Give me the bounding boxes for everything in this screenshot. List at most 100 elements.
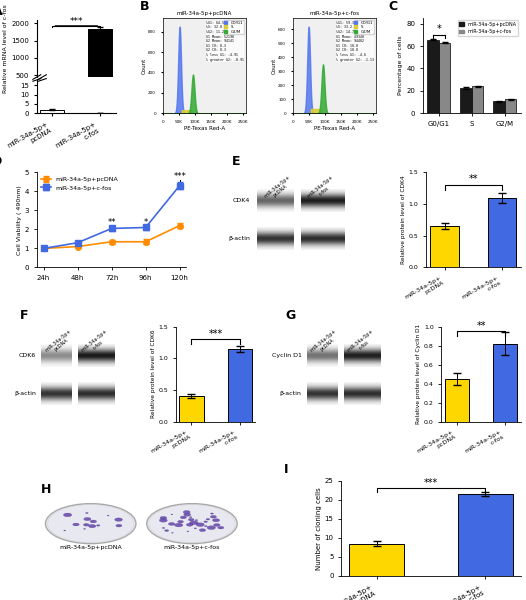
Text: H: H	[41, 482, 52, 496]
Text: Cyclin D1: Cyclin D1	[271, 353, 301, 358]
Circle shape	[194, 528, 197, 529]
Text: ***: ***	[424, 478, 438, 488]
Circle shape	[206, 518, 210, 520]
Text: miR-34a-5p+
pcDNA: miR-34a-5p+ pcDNA	[44, 328, 76, 358]
Circle shape	[178, 520, 184, 523]
Text: β-actin: β-actin	[279, 391, 301, 395]
Text: I: I	[284, 463, 288, 476]
Legend: miR-34a-5p+pcDNA, miR-34a-5p+c-fos: miR-34a-5p+pcDNA, miR-34a-5p+c-fos	[40, 175, 119, 192]
Circle shape	[199, 529, 206, 532]
Circle shape	[160, 517, 167, 520]
Circle shape	[107, 515, 109, 516]
Circle shape	[188, 518, 194, 521]
Circle shape	[196, 523, 205, 527]
Circle shape	[165, 530, 169, 532]
Title: miR-34a-5p+pcDNA: miR-34a-5p+pcDNA	[177, 11, 232, 16]
Bar	[228, 349, 251, 422]
Text: **: **	[469, 175, 478, 184]
Circle shape	[204, 521, 207, 523]
Bar	[430, 226, 459, 268]
Y-axis label: Number of cloning cells: Number of cloning cells	[316, 487, 322, 570]
Text: D: D	[0, 155, 2, 167]
Circle shape	[183, 511, 190, 514]
Bar	[458, 494, 512, 576]
Circle shape	[214, 524, 220, 526]
Text: miR-34a-5p+pcDNA: miR-34a-5p+pcDNA	[59, 545, 122, 550]
Legend: G0/G1, S, G2/M: G0/G1, S, G2/M	[224, 20, 244, 34]
Bar	[460, 88, 472, 113]
Circle shape	[205, 526, 207, 527]
Circle shape	[90, 520, 97, 523]
Circle shape	[187, 531, 189, 532]
Circle shape	[45, 503, 136, 544]
Bar	[427, 40, 439, 113]
Circle shape	[171, 532, 173, 533]
Circle shape	[84, 524, 89, 526]
Circle shape	[88, 524, 96, 528]
X-axis label: PE-Texas Red-A: PE-Texas Red-A	[184, 125, 225, 131]
Text: **: **	[107, 218, 116, 227]
Y-axis label: Count: Count	[142, 58, 147, 74]
Text: CDK4: CDK4	[233, 199, 250, 203]
Bar	[41, 110, 64, 113]
Circle shape	[162, 527, 165, 529]
Circle shape	[189, 521, 198, 524]
Text: **: **	[477, 321, 486, 331]
Text: C: C	[389, 1, 398, 13]
Circle shape	[180, 516, 187, 519]
Text: %G1: 64.5
%S: 32.8
%G2: 11.2
G1 Mean: 52190
G2 Mean: 94141
G1 CV: 8.3
G2 CV: 8.3: %G1: 64.5 %S: 32.8 %G2: 11.2 G1 Mean: 52…	[206, 21, 244, 62]
Bar	[439, 43, 450, 113]
Circle shape	[171, 514, 173, 515]
Y-axis label: Cell Viability ( 490nm): Cell Viability ( 490nm)	[17, 185, 22, 255]
Y-axis label: Percentage of cells: Percentage of cells	[398, 36, 403, 95]
Circle shape	[184, 513, 191, 516]
Text: ***: ***	[208, 329, 222, 338]
Circle shape	[64, 530, 66, 531]
Circle shape	[210, 513, 214, 514]
Text: G: G	[286, 309, 296, 322]
Circle shape	[189, 517, 192, 518]
Text: CDK6: CDK6	[18, 353, 36, 358]
Text: E: E	[231, 155, 240, 167]
Circle shape	[96, 524, 100, 526]
Circle shape	[86, 512, 88, 514]
Circle shape	[64, 513, 72, 517]
Y-axis label: Relative mRNA level of c-fos: Relative mRNA level of c-fos	[3, 4, 8, 93]
Text: %G1: 59.3
%S: 33.2
%G2: 14.7
G1 Mean: 49340
G2 Mean: 94402
G1 CV: 10.0
G2 CV: 10: %G1: 59.3 %S: 33.2 %G2: 14.7 G1 Mean: 49…	[336, 21, 374, 62]
Text: miR-34a-5p+
c-fos: miR-34a-5p+ c-fos	[346, 328, 378, 358]
Circle shape	[218, 526, 224, 529]
Circle shape	[147, 503, 237, 544]
Text: F: F	[21, 309, 29, 322]
Circle shape	[175, 523, 183, 527]
X-axis label: PE-Texas Red-A: PE-Texas Red-A	[314, 125, 355, 131]
Y-axis label: Relative protein level of Cyclin D1: Relative protein level of Cyclin D1	[416, 324, 421, 424]
Text: β-actin: β-actin	[228, 236, 250, 241]
Circle shape	[210, 515, 217, 518]
Circle shape	[115, 518, 123, 521]
Circle shape	[73, 523, 79, 526]
Text: miR-34a-5p+
c-fos: miR-34a-5p+ c-fos	[80, 328, 113, 358]
Bar	[488, 197, 517, 268]
Bar	[88, 29, 112, 92]
Text: A: A	[0, 5, 3, 19]
Bar	[505, 99, 517, 113]
Bar	[445, 379, 469, 422]
Bar	[349, 544, 404, 576]
Legend: G0/G1, S, G2/M: G0/G1, S, G2/M	[353, 20, 374, 34]
Text: miR-34a-5p+
c-fos: miR-34a-5p+ c-fos	[307, 174, 339, 203]
Circle shape	[116, 524, 122, 527]
Text: ***: ***	[69, 17, 83, 26]
Title: miR-34a-5p+c-fos: miR-34a-5p+c-fos	[309, 11, 359, 16]
Bar	[493, 101, 505, 113]
Y-axis label: Relative protein level of CDK4: Relative protein level of CDK4	[401, 176, 406, 264]
Text: *: *	[437, 23, 441, 34]
Circle shape	[207, 526, 216, 530]
Text: miR-34a-5p+
pcDNA: miR-34a-5p+ pcDNA	[309, 328, 341, 358]
Bar	[472, 86, 483, 113]
Y-axis label: Relative protein level of CDK6: Relative protein level of CDK6	[150, 330, 156, 418]
Bar	[493, 344, 517, 422]
Text: *: *	[144, 218, 148, 227]
Circle shape	[159, 518, 167, 522]
Circle shape	[195, 520, 198, 521]
Circle shape	[186, 523, 193, 526]
